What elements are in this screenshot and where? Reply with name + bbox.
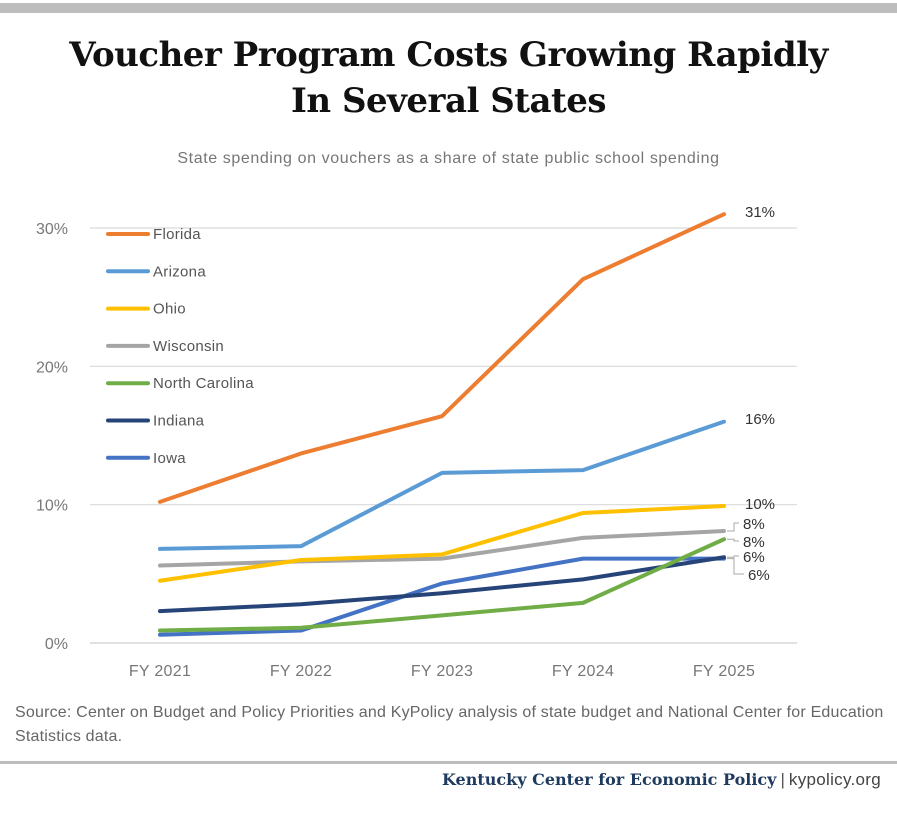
legend-label-north-carolina: North Carolina [153,375,254,392]
series-line-ohio [158,504,726,583]
series-line-north-carolina [158,537,726,633]
series-line-arizona [158,419,726,551]
leader-line-north-carolina [727,538,739,542]
y-tick-label: 20% [36,359,68,376]
leader-line-iowa [727,558,744,575]
leader-line-wisconsin [727,522,739,532]
bottom-rule [0,761,897,764]
x-tick-label: FY 2022 [270,663,332,680]
series-line-indiana [158,555,726,614]
legend-label-florida: Florida [153,226,201,243]
y-tick-label: 0% [45,636,68,653]
legend-label-arizona: Arizona [153,263,206,280]
footer-separator: | [780,770,785,789]
x-tick-label: FY 2023 [411,663,473,680]
x-tick-label: FY 2025 [693,663,755,680]
source-note: Source: Center on Budget and Policy Prio… [15,704,884,745]
end-label-florida: 31% [745,204,775,221]
series-line-iowa [158,556,726,637]
chart-title-line-2: In Several States [291,81,607,121]
end-label-arizona: 16% [745,411,775,428]
chart-title-line-1: Voucher Program Costs Growing Rapidly [69,35,828,75]
legend-label-iowa: Iowa [153,450,186,467]
y-tick-label: 10% [36,498,68,515]
legend-label-wisconsin: Wisconsin [153,338,224,355]
end-label-indiana: 6% [743,549,765,566]
footer: Kentucky Center for Economic Policy | kypo… [442,770,881,790]
end-label-north-carolina: 8% [743,534,765,551]
x-tick-label: FY 2021 [129,663,191,680]
x-tick-label: FY 2024 [552,663,614,680]
legend-label-indiana: Indiana [153,413,205,430]
footer-url-link[interactable]: kypolicy.org [788,770,881,789]
line-chart: 0% 10% 20% 30% FY 2021 FY 2022 FY 2023 FY 2024 F… [36,204,797,680]
chart-title: Voucher Program Costs Growing Rapidly In… [0,32,897,124]
top-rule [0,3,897,13]
series-line-wisconsin [158,528,726,568]
end-label-wisconsin: 8% [743,516,765,533]
end-label-ohio: 10% [745,496,775,513]
chart-subtitle: State spending on vouchers as a share of… [177,150,720,167]
leader-line-indiana [727,555,739,558]
series-line-florida [158,212,726,504]
footer-org-name: Kentucky Center for Economic Policy [442,770,777,789]
end-label-iowa: 6% [748,567,770,584]
legend-label-ohio: Ohio [153,301,186,318]
y-tick-label: 30% [36,221,68,238]
